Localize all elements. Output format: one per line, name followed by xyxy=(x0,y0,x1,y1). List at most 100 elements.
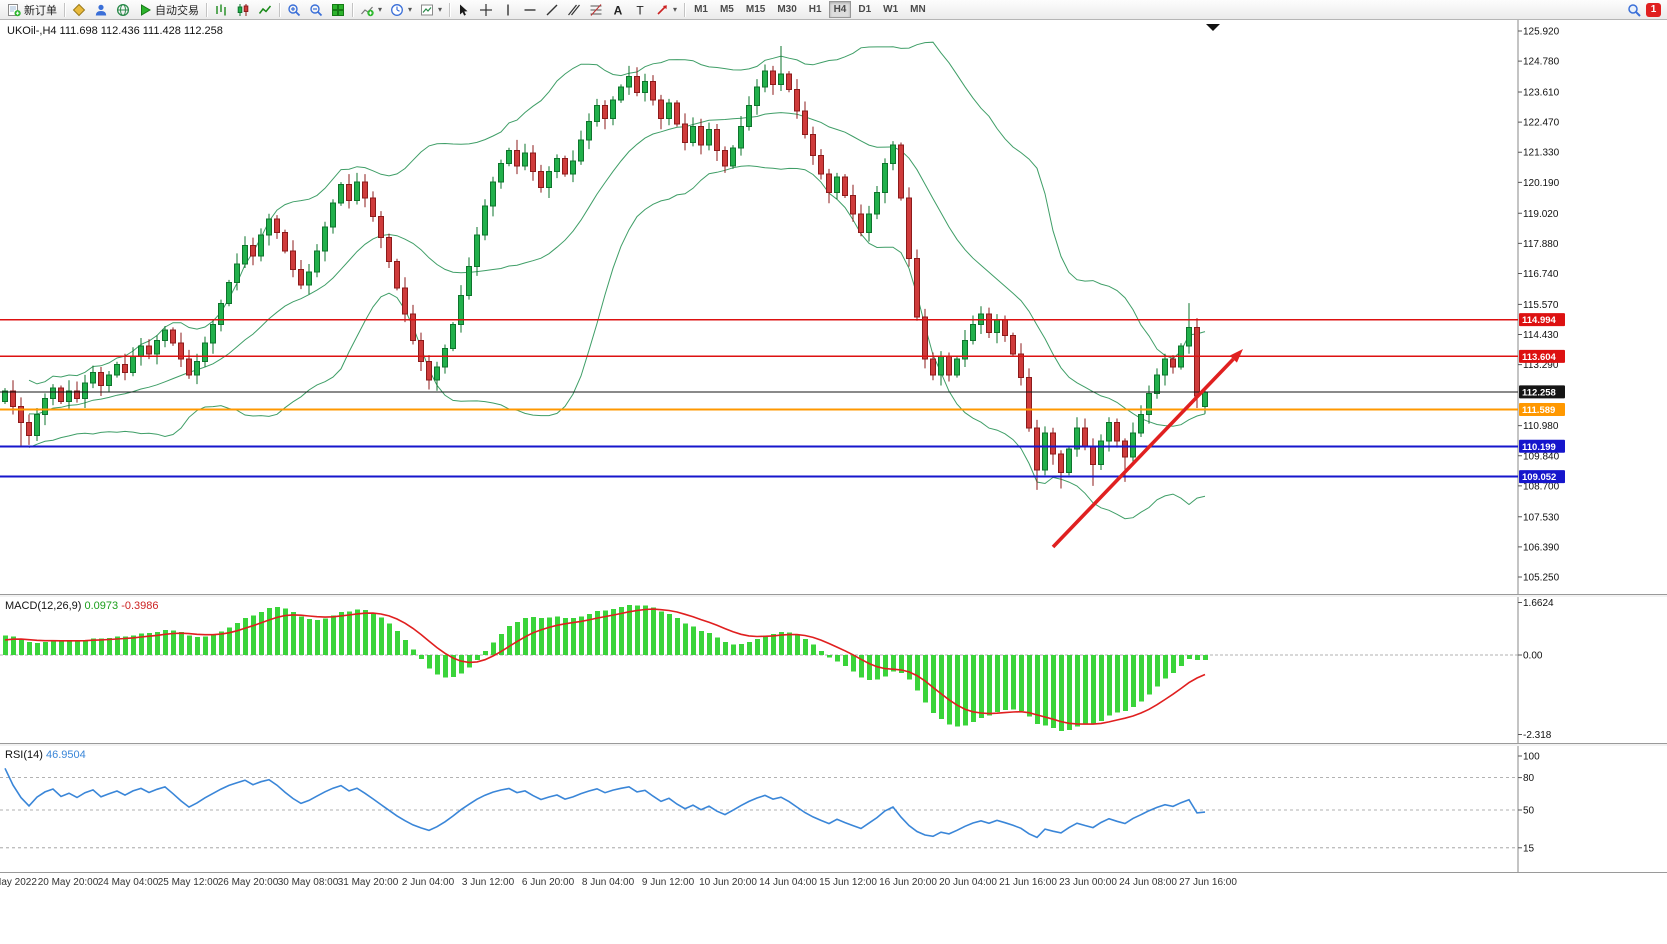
timeframe-h1[interactable]: H1 xyxy=(804,1,827,18)
timeframe-m5[interactable]: M5 xyxy=(715,1,739,18)
svg-text:A: A xyxy=(614,3,623,17)
zoom-out-button[interactable] xyxy=(305,1,327,19)
svg-text:122.470: 122.470 xyxy=(1523,118,1560,129)
timeframe-m15[interactable]: M15 xyxy=(741,1,770,18)
trendline-button[interactable] xyxy=(541,1,563,19)
svg-text:100: 100 xyxy=(1523,752,1540,763)
fibonacci-button[interactable] xyxy=(585,1,607,19)
crosshair-icon xyxy=(480,3,493,16)
text-icon: A xyxy=(614,3,623,17)
svg-text:114.430: 114.430 xyxy=(1523,330,1559,341)
periods-button[interactable]: ▾ xyxy=(386,1,416,19)
community-button[interactable] xyxy=(112,1,134,19)
svg-text:1.6624: 1.6624 xyxy=(1523,598,1554,609)
label-icon: T xyxy=(636,3,644,17)
autotrading-button[interactable]: 自动交易 xyxy=(134,1,203,19)
text-button[interactable]: A xyxy=(607,1,629,19)
indicators-button[interactable]: ▾ xyxy=(356,1,386,19)
price-chart-panel[interactable]: 125.920 124.780 123.610 122.470 121.330 120.1… xyxy=(0,20,1667,594)
search-icon[interactable] xyxy=(1627,3,1641,17)
time-label: 23 Jun 00:00 xyxy=(1059,877,1117,888)
clock-icon xyxy=(391,3,403,16)
time-label: 20 May 20:00 xyxy=(37,877,99,888)
svg-text:106.390: 106.390 xyxy=(1523,542,1560,553)
toolbar-separator xyxy=(279,2,280,17)
panel-splitter[interactable] xyxy=(0,594,1667,597)
time-label: 10 Jun 20:00 xyxy=(699,877,757,888)
new-order-icon xyxy=(8,3,21,16)
candlestick-chart-button[interactable] xyxy=(232,1,254,19)
svg-text:124.780: 124.780 xyxy=(1523,57,1560,68)
timeframe-m30[interactable]: M30 xyxy=(772,1,801,18)
svg-text:116.740: 116.740 xyxy=(1523,269,1559,280)
new-order-label: 新订单 xyxy=(24,4,57,17)
svg-text:119.020: 119.020 xyxy=(1523,209,1559,220)
timeframe-m1[interactable]: M1 xyxy=(689,1,713,18)
macd-axis[interactable]: 1.6624 0.00 -2.318 xyxy=(1518,598,1554,741)
templates-button[interactable]: ▾ xyxy=(416,1,446,19)
accounts-button[interactable] xyxy=(90,1,112,19)
macd-value: 0.0973 xyxy=(84,600,119,612)
time-label: 3 Jun 12:00 xyxy=(461,877,515,888)
svg-text:107.530: 107.530 xyxy=(1523,512,1560,523)
window-filler xyxy=(0,892,1667,944)
vertical-line-button[interactable] xyxy=(497,1,519,19)
line-chart-button[interactable] xyxy=(254,1,276,19)
timeframe-w1[interactable]: W1 xyxy=(878,1,903,18)
zoom-in-icon xyxy=(288,3,301,16)
svg-text:121.330: 121.330 xyxy=(1523,148,1560,159)
new-order-button[interactable]: 新订单 xyxy=(3,1,61,19)
panel-splitter[interactable] xyxy=(0,743,1667,746)
toolbar-separator xyxy=(352,2,353,17)
chevron-down-icon: ▾ xyxy=(378,5,383,14)
svg-text:111.589: 111.589 xyxy=(1522,405,1555,416)
svg-text:109.052: 109.052 xyxy=(1522,472,1556,483)
metaeditor-button[interactable] xyxy=(68,1,90,19)
timeframe-d1[interactable]: D1 xyxy=(853,1,876,18)
macd-name: MACD(12,26,9) xyxy=(5,600,82,612)
bar-chart-button[interactable] xyxy=(210,1,232,19)
fibonacci-icon xyxy=(590,3,602,16)
price-level-lines[interactable]: 114.994 113.604 112.258 111.589 110.199 109.0… xyxy=(0,313,1565,484)
channel-button[interactable] xyxy=(563,1,585,19)
toolbar-separator xyxy=(64,2,65,17)
svg-text:110.199: 110.199 xyxy=(1522,442,1556,453)
svg-text:114.994: 114.994 xyxy=(1522,315,1557,326)
time-label: 24 May 04:00 xyxy=(97,877,159,888)
time-label: 27 Jun 16:00 xyxy=(1179,877,1237,888)
time-label: 9 Jun 12:00 xyxy=(641,877,695,888)
time-label: 24 Jun 08:00 xyxy=(1119,877,1177,888)
svg-text:80: 80 xyxy=(1523,773,1535,784)
time-label: 15 Jun 12:00 xyxy=(819,877,877,888)
crosshair-button[interactable] xyxy=(475,1,497,19)
macd-indicator-panel[interactable]: 1.6624 0.00 -2.318 xyxy=(0,597,1667,743)
trend-arrow[interactable] xyxy=(1051,349,1243,549)
scroll-end-marker[interactable] xyxy=(1206,24,1220,31)
main-toolbar: 新订单 自动交易 xyxy=(0,0,1667,20)
price-axis[interactable]: 125.920 124.780 123.610 122.470 121.330 120.1… xyxy=(1518,27,1560,584)
rsi-name: RSI(14) xyxy=(5,749,43,761)
line-chart-icon xyxy=(258,5,272,14)
cursor-button[interactable] xyxy=(453,1,475,19)
zoom-in-button[interactable] xyxy=(283,1,305,19)
horizontal-line-icon xyxy=(524,8,536,11)
svg-text:15: 15 xyxy=(1523,843,1535,854)
time-label: 30 May 08:00 xyxy=(277,877,339,888)
svg-text:125.920: 125.920 xyxy=(1523,27,1560,38)
notification-badge[interactable]: 1 xyxy=(1646,2,1661,17)
timeframe-h4[interactable]: H4 xyxy=(828,1,852,18)
rsi-indicator-panel[interactable]: 100 80 50 15 xyxy=(0,746,1667,872)
macd-signal-value: -0.3986 xyxy=(121,600,159,612)
metaeditor-icon xyxy=(72,3,86,16)
tile-windows-button[interactable] xyxy=(327,1,349,19)
arrows-button[interactable]: ▾ xyxy=(651,1,681,19)
timeframe-mn[interactable]: MN xyxy=(905,1,931,18)
time-label: 16 Jun 20:00 xyxy=(879,877,937,888)
rsi-axis[interactable]: 100 80 50 15 xyxy=(1518,752,1540,855)
accounts-icon xyxy=(95,4,107,15)
label-button[interactable]: T xyxy=(629,1,651,19)
autotrading-play-icon xyxy=(141,3,151,16)
horizontal-line-button[interactable] xyxy=(519,1,541,19)
channel-icon xyxy=(568,4,581,15)
